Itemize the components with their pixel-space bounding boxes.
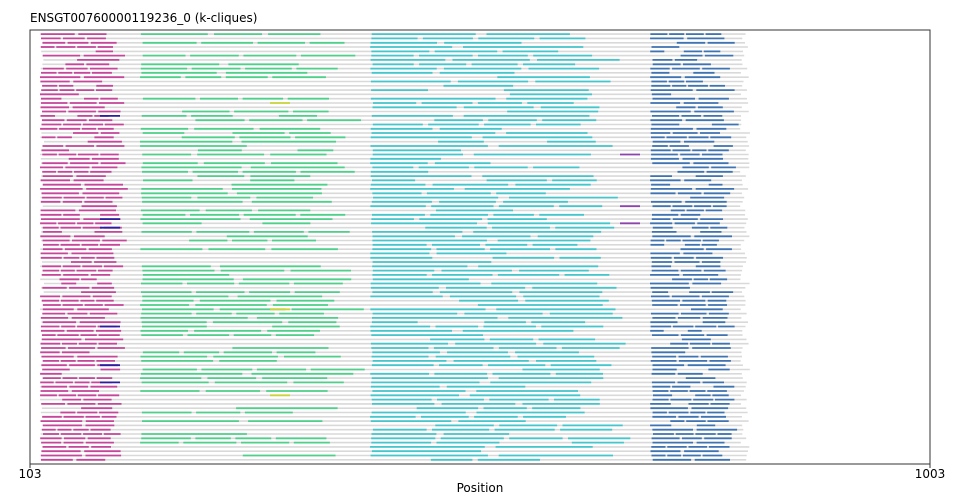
- x-tick-label-end: 1003: [915, 467, 946, 481]
- x-axis: 103 1003 Position: [19, 464, 946, 495]
- x-tick-label-start: 103: [19, 467, 42, 481]
- plot-frame: [29, 29, 931, 465]
- x-axis-label: Position: [457, 481, 504, 495]
- chart-title: ENSGT00760000119236_0 (k-cliques): [30, 11, 257, 25]
- track-area: [40, 33, 750, 461]
